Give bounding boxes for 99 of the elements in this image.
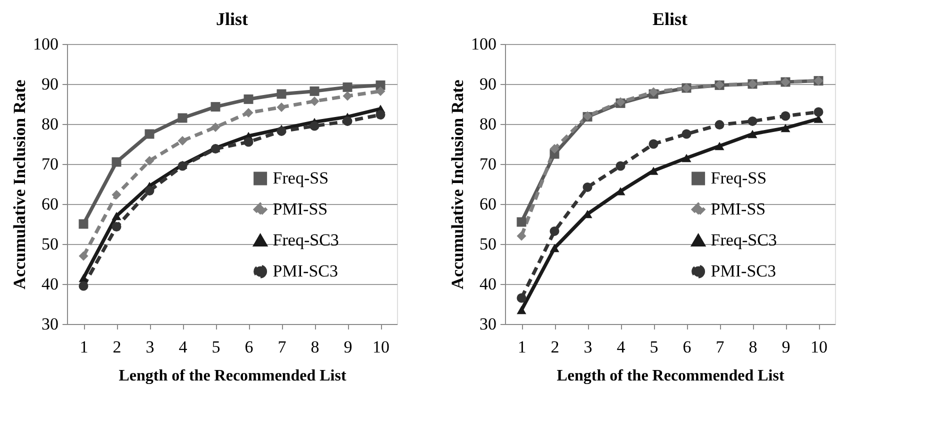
y-tick-label: 50 bbox=[42, 234, 58, 254]
x-tick-label: 4 bbox=[178, 338, 188, 356]
y-tick-label: 30 bbox=[42, 314, 58, 334]
point bbox=[648, 166, 658, 175]
point bbox=[780, 111, 790, 121]
y-tick-label: 40 bbox=[480, 274, 496, 294]
point bbox=[516, 231, 526, 241]
point bbox=[550, 226, 560, 236]
point bbox=[244, 108, 254, 118]
point bbox=[244, 137, 254, 147]
point bbox=[714, 120, 724, 130]
y-tick-label: 70 bbox=[42, 154, 58, 174]
x-tick-label: 4 bbox=[616, 338, 626, 356]
legend-label: Freq-SC3 bbox=[272, 230, 339, 250]
point bbox=[178, 136, 188, 146]
y-tick-label: 90 bbox=[480, 74, 496, 94]
y-tick-label: 50 bbox=[480, 234, 496, 254]
point bbox=[210, 102, 220, 112]
point bbox=[550, 144, 560, 154]
point bbox=[310, 121, 320, 131]
point bbox=[748, 116, 758, 126]
x-tick-label: 7 bbox=[716, 338, 725, 356]
chart-title: Elist bbox=[652, 9, 688, 29]
y-tick-label: 60 bbox=[480, 194, 496, 214]
point bbox=[210, 122, 220, 132]
y-tick-label: 60 bbox=[42, 194, 58, 214]
point bbox=[310, 96, 320, 106]
point bbox=[342, 82, 352, 92]
legend-label: Freq-SS bbox=[272, 168, 329, 188]
x-axis-title: Length of the Recommended List bbox=[556, 368, 785, 384]
point bbox=[78, 281, 88, 291]
chart-title: Jlist bbox=[216, 9, 248, 29]
point bbox=[112, 212, 122, 220]
y-tick-label: 80 bbox=[480, 114, 496, 134]
point bbox=[516, 217, 526, 227]
x-tick-label: 10 bbox=[372, 338, 390, 356]
point bbox=[516, 306, 526, 314]
legend-label: Freq-SS bbox=[710, 168, 767, 188]
point bbox=[144, 156, 154, 166]
point bbox=[342, 91, 352, 101]
y-tick-label: 90 bbox=[42, 74, 58, 94]
point bbox=[276, 126, 286, 136]
point bbox=[276, 89, 286, 99]
legend-label: PMI-SS bbox=[710, 200, 766, 218]
x-tick-label: 2 bbox=[112, 338, 122, 356]
point bbox=[682, 154, 692, 162]
point bbox=[748, 130, 758, 138]
x-tick-label: 1 bbox=[518, 338, 526, 356]
x-tick-label: 5 bbox=[650, 338, 658, 356]
point bbox=[78, 219, 88, 229]
x-tick-label: 8 bbox=[310, 338, 320, 356]
x-tick-label: 1 bbox=[80, 338, 88, 356]
point bbox=[112, 157, 122, 167]
point bbox=[78, 251, 88, 261]
point bbox=[814, 107, 824, 117]
x-tick-label: 6 bbox=[244, 338, 254, 356]
x-tick-label: 10 bbox=[810, 338, 828, 356]
point bbox=[144, 186, 154, 196]
x-tick-label: 9 bbox=[344, 338, 352, 356]
point bbox=[376, 110, 386, 120]
point bbox=[244, 94, 254, 104]
point bbox=[582, 182, 592, 192]
y-tick-label: 30 bbox=[480, 314, 496, 334]
x-tick-label: 8 bbox=[748, 338, 758, 356]
y-axis-title: Accumulative Inclusion Rate bbox=[10, 79, 29, 290]
point bbox=[178, 113, 188, 123]
x-tick-label: 5 bbox=[212, 338, 220, 356]
y-tick-label: 40 bbox=[42, 274, 58, 294]
point bbox=[376, 86, 386, 96]
y-tick-label: 70 bbox=[480, 154, 496, 174]
x-tick-label: 2 bbox=[550, 338, 560, 356]
point bbox=[276, 102, 286, 112]
y-axis-title: Accumulative Inclusion Rate bbox=[448, 79, 467, 290]
point bbox=[616, 161, 626, 171]
y-tick-label: 80 bbox=[42, 114, 58, 134]
point bbox=[714, 142, 724, 150]
x-tick-label: 3 bbox=[146, 338, 154, 356]
y-tick-label: 100 bbox=[471, 34, 496, 54]
point bbox=[342, 116, 352, 126]
y-tick-label: 100 bbox=[33, 34, 58, 54]
x-tick-label: 3 bbox=[584, 338, 592, 356]
point bbox=[78, 274, 88, 282]
x-axis-title: Length of the Recommended List bbox=[118, 368, 347, 384]
point bbox=[550, 244, 560, 252]
legend-label: PMI-SC3 bbox=[710, 262, 776, 280]
point bbox=[682, 129, 692, 139]
point bbox=[780, 124, 790, 132]
x-tick-label: 9 bbox=[782, 338, 790, 356]
x-tick-label: 6 bbox=[682, 338, 692, 356]
point bbox=[310, 86, 320, 96]
point bbox=[648, 139, 658, 149]
legend-label: PMI-SS bbox=[272, 200, 328, 218]
point bbox=[112, 222, 122, 232]
point bbox=[144, 129, 154, 139]
legend-label: PMI-SC3 bbox=[272, 262, 338, 280]
x-tick-label: 7 bbox=[278, 338, 287, 356]
point bbox=[516, 293, 526, 303]
point bbox=[112, 190, 122, 200]
legend-label: Freq-SC3 bbox=[710, 230, 777, 250]
